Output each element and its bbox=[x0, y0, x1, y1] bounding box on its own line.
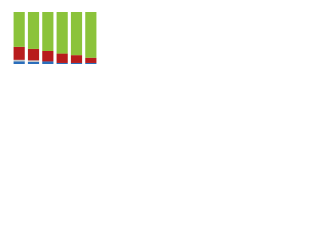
bar-segment bbox=[13, 12, 25, 47]
bar-segment bbox=[85, 62, 97, 64]
bar-segment bbox=[27, 12, 40, 49]
bar-segment bbox=[13, 59, 25, 62]
bar-segment bbox=[27, 60, 40, 62]
bar-segment bbox=[70, 12, 83, 56]
bar-segment bbox=[42, 12, 54, 51]
bar-segment bbox=[42, 51, 54, 62]
bar-segment bbox=[85, 57, 97, 63]
bar-segment bbox=[85, 12, 97, 58]
bar-segment bbox=[27, 48, 40, 61]
bar-segment bbox=[56, 12, 68, 54]
bar-segment bbox=[13, 61, 25, 64]
bar-segment bbox=[56, 62, 68, 64]
bar-segment bbox=[70, 55, 83, 63]
chart bbox=[13, 12, 97, 64]
bar-segment bbox=[13, 46, 25, 60]
bar-segment bbox=[56, 53, 68, 63]
bar-segment bbox=[27, 61, 40, 64]
bar-segment bbox=[70, 62, 83, 64]
bar-segment bbox=[42, 61, 54, 64]
